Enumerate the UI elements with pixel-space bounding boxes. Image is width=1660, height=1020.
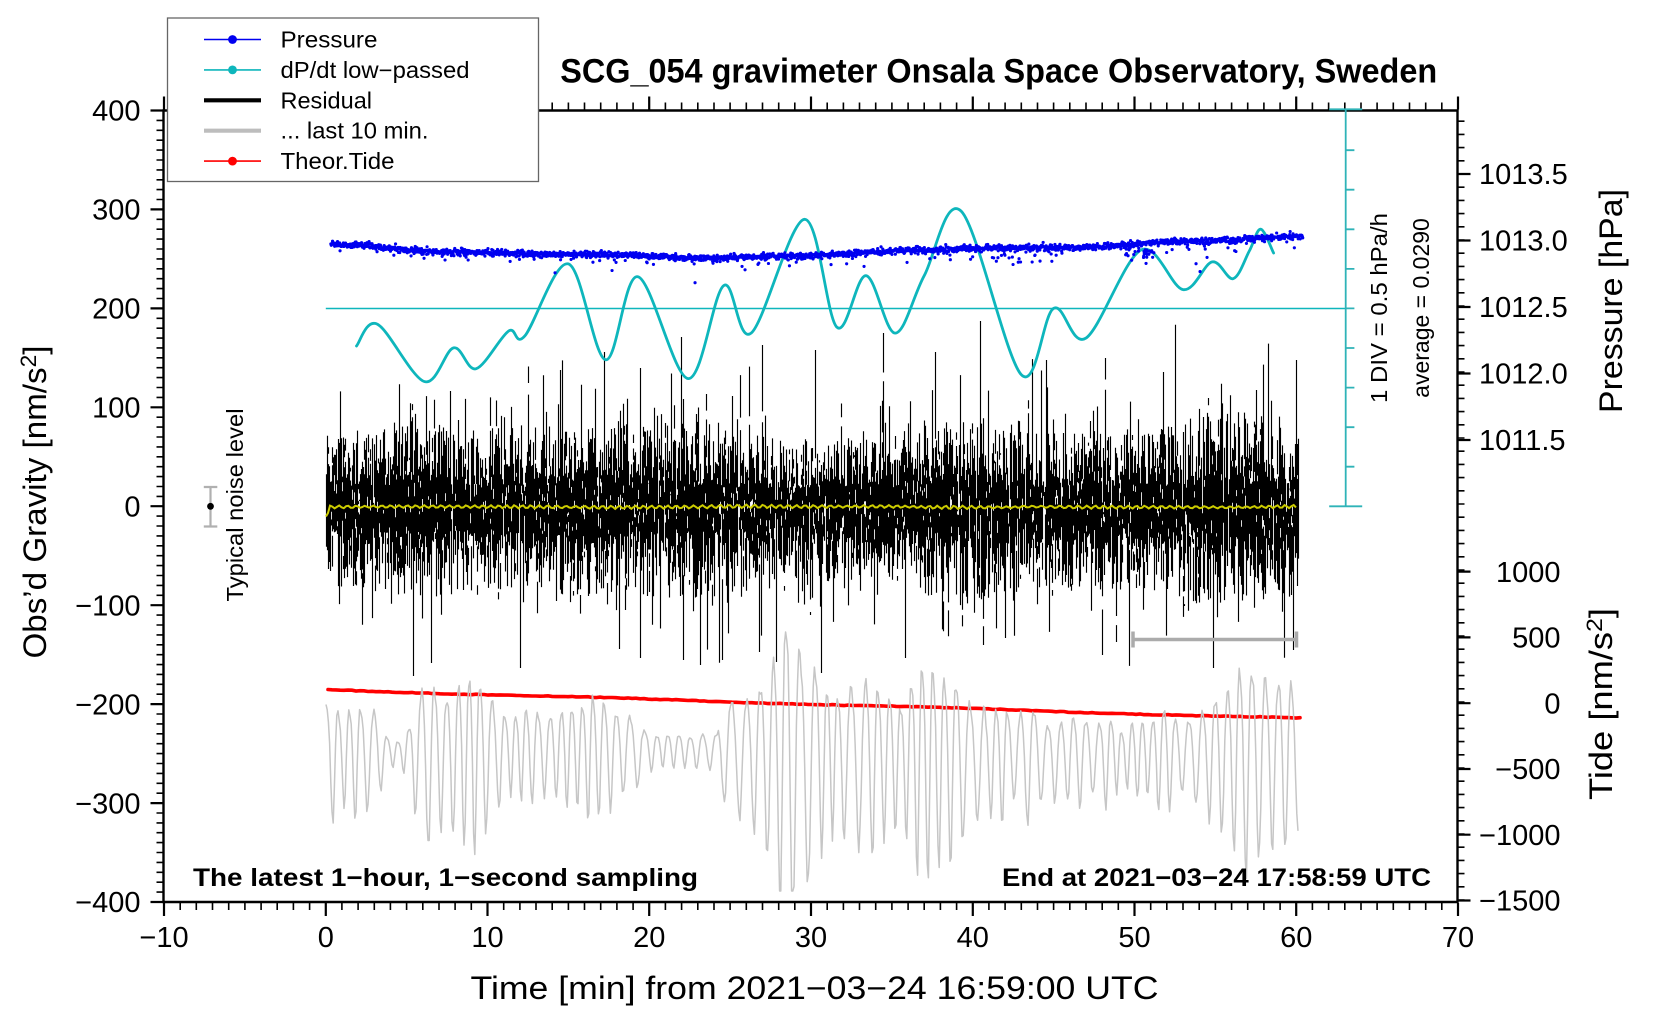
svg-text:−100: −100 bbox=[75, 590, 140, 622]
svg-text:−500: −500 bbox=[1495, 754, 1560, 786]
svg-text:End at 2021−03−24 17:58:59 UTC: End at 2021−03−24 17:58:59 UTC bbox=[1002, 864, 1431, 892]
svg-text:Time [min] from 2021−03−24 16:: Time [min] from 2021−03−24 16:59:00 UTC bbox=[471, 970, 1159, 1006]
svg-text:1000: 1000 bbox=[1496, 557, 1561, 589]
svg-text:100: 100 bbox=[92, 393, 140, 425]
svg-text:Residual: Residual bbox=[281, 87, 373, 113]
svg-text:1 DIV = 0.5 hPa/h: 1 DIV = 0.5 hPa/h bbox=[1366, 213, 1392, 403]
svg-text:SCG_054 gravimeter Onsala Spac: SCG_054 gravimeter Onsala Space Observat… bbox=[560, 53, 1437, 91]
svg-text:Tide [nm/s2]: Tide [nm/s2] bbox=[1582, 608, 1619, 800]
svg-text:1012.0: 1012.0 bbox=[1479, 359, 1568, 391]
svg-text:10: 10 bbox=[471, 922, 503, 954]
svg-text:300: 300 bbox=[92, 195, 140, 227]
svg-text:−400: −400 bbox=[75, 887, 140, 919]
svg-text:0: 0 bbox=[124, 492, 140, 524]
svg-text:1013.5: 1013.5 bbox=[1479, 159, 1568, 191]
svg-text:1011.5: 1011.5 bbox=[1479, 425, 1566, 457]
svg-text:−300: −300 bbox=[75, 788, 140, 820]
svg-text:200: 200 bbox=[92, 294, 140, 326]
svg-text:dP/dt low−passed: dP/dt low−passed bbox=[281, 57, 470, 83]
svg-text:Pressure: Pressure bbox=[281, 27, 378, 53]
svg-text:1013.0: 1013.0 bbox=[1479, 226, 1568, 258]
svg-text:The latest 1−hour, 1−second sa: The latest 1−hour, 1−second sampling bbox=[193, 864, 698, 892]
svg-text:Typical noise level: Typical noise level bbox=[222, 409, 248, 602]
svg-text:50: 50 bbox=[1118, 922, 1150, 954]
svg-text:−1500: −1500 bbox=[1479, 886, 1560, 918]
svg-text:30: 30 bbox=[795, 922, 827, 954]
svg-text:... last 10 min.: ... last 10 min. bbox=[281, 118, 429, 144]
svg-text:60: 60 bbox=[1280, 922, 1312, 954]
svg-text:0: 0 bbox=[1544, 688, 1560, 720]
svg-text:1012.5: 1012.5 bbox=[1479, 292, 1568, 324]
svg-text:40: 40 bbox=[957, 922, 989, 954]
svg-text:500: 500 bbox=[1512, 623, 1560, 655]
svg-text:Obs’d Gravity [nm/s2]: Obs’d Gravity [nm/s2] bbox=[16, 346, 53, 659]
svg-text:400: 400 bbox=[92, 96, 140, 128]
svg-text:−200: −200 bbox=[75, 689, 140, 721]
svg-text:0: 0 bbox=[318, 922, 334, 954]
svg-text:−1000: −1000 bbox=[1479, 820, 1560, 852]
svg-text:Pressure [hPa]: Pressure [hPa] bbox=[1593, 189, 1629, 413]
svg-text:70: 70 bbox=[1442, 922, 1474, 954]
svg-text:−10: −10 bbox=[139, 922, 188, 954]
svg-text:20: 20 bbox=[633, 922, 665, 954]
svg-text:Theor.Tide: Theor.Tide bbox=[281, 148, 395, 174]
svg-text:average = 0.0290: average = 0.0290 bbox=[1408, 218, 1434, 398]
